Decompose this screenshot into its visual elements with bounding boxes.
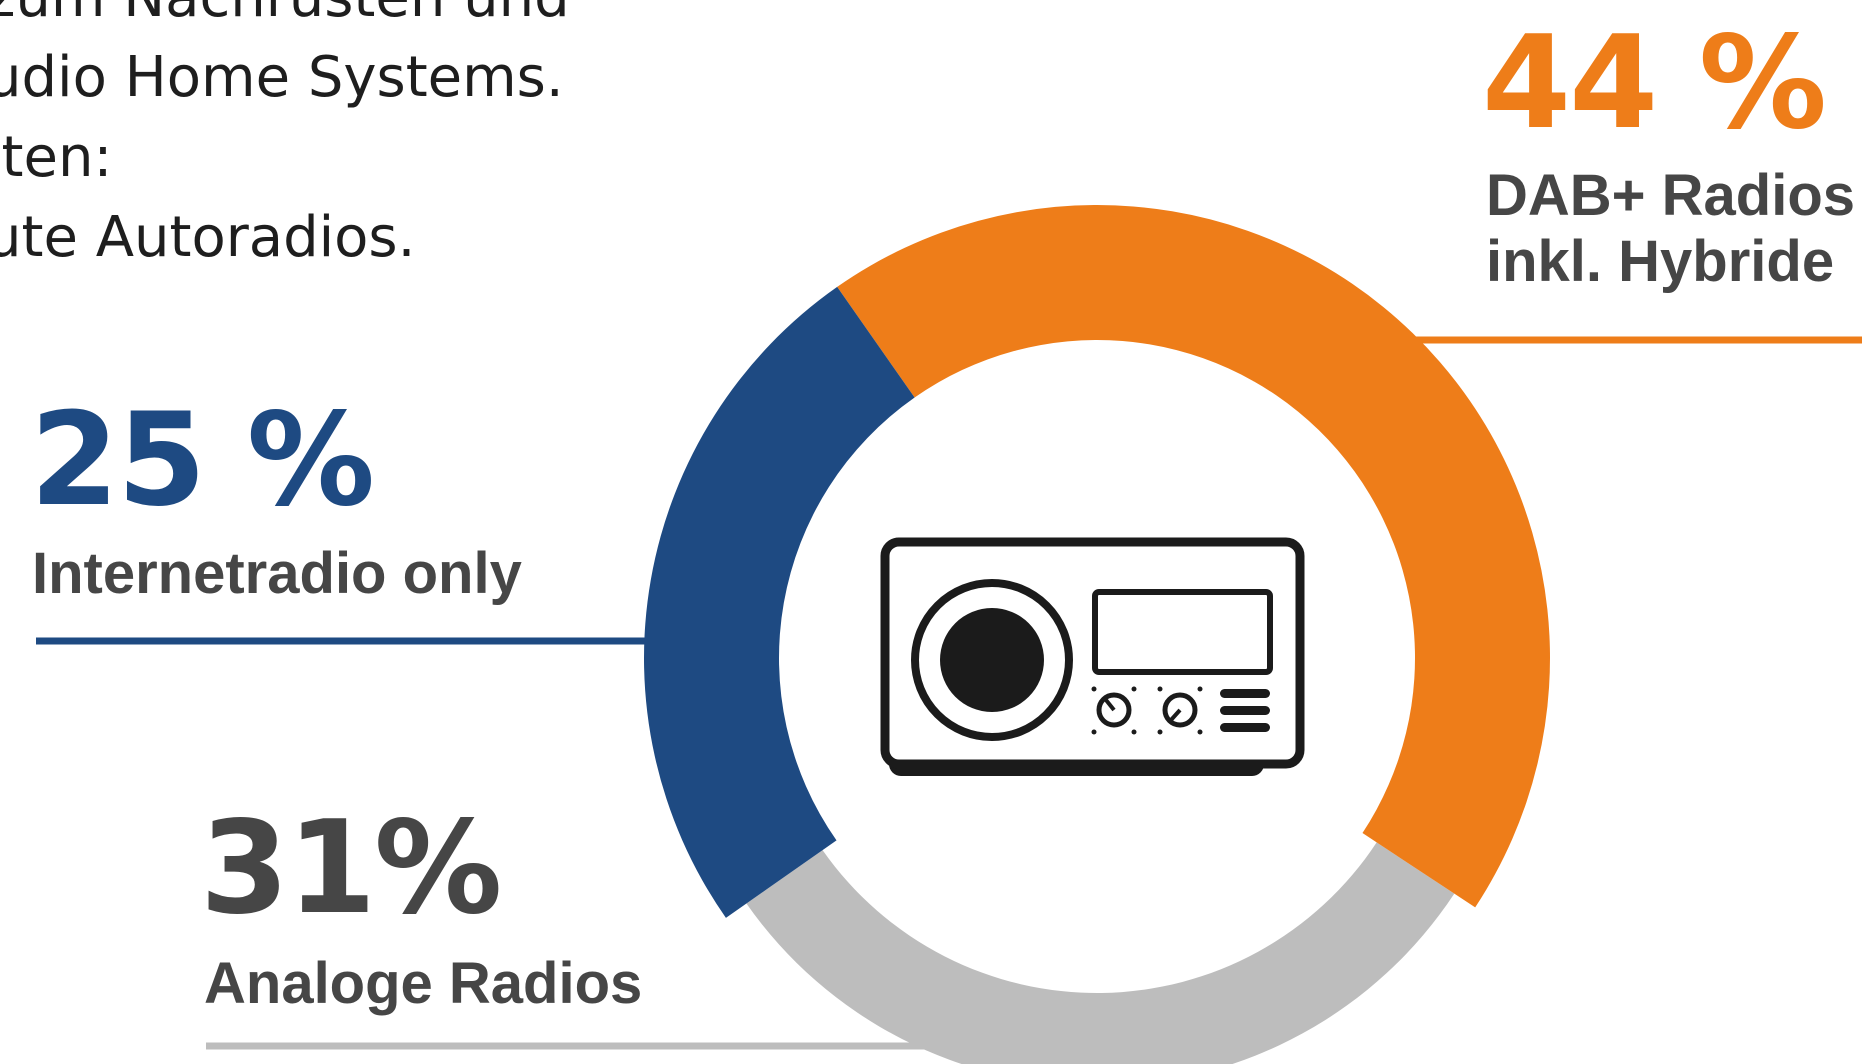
dab-percentage: 44 % (1482, 9, 1827, 158)
analog-percentage: 31% (200, 794, 502, 943)
intro-line: lten: (0, 125, 113, 190)
dab-label-line: DAB+ Radios (1486, 163, 1856, 228)
internet-percentage: 25 % (30, 386, 375, 535)
donut-slices (644, 205, 1550, 1064)
intro-line: udio Home Systems. (0, 45, 564, 110)
analog-label: Analoge Radios (204, 951, 643, 1016)
dab-label: DAB+ Radios inkl. Hybride (1486, 163, 1855, 295)
dab-slice (837, 205, 1550, 908)
internet-label: Internetradio only (32, 541, 522, 606)
intro-line: zum Nachrüsten und (0, 0, 570, 38)
intro-text: zum Nachrüsten und udio Home Systems. lt… (0, 0, 570, 278)
internet-slice (644, 286, 915, 918)
analog-slice (746, 842, 1455, 1064)
radio-icon (880, 537, 1305, 776)
dab-label-line: inkl. Hybride (1486, 229, 1835, 294)
intro-line: ute Autoradios. (0, 205, 416, 270)
